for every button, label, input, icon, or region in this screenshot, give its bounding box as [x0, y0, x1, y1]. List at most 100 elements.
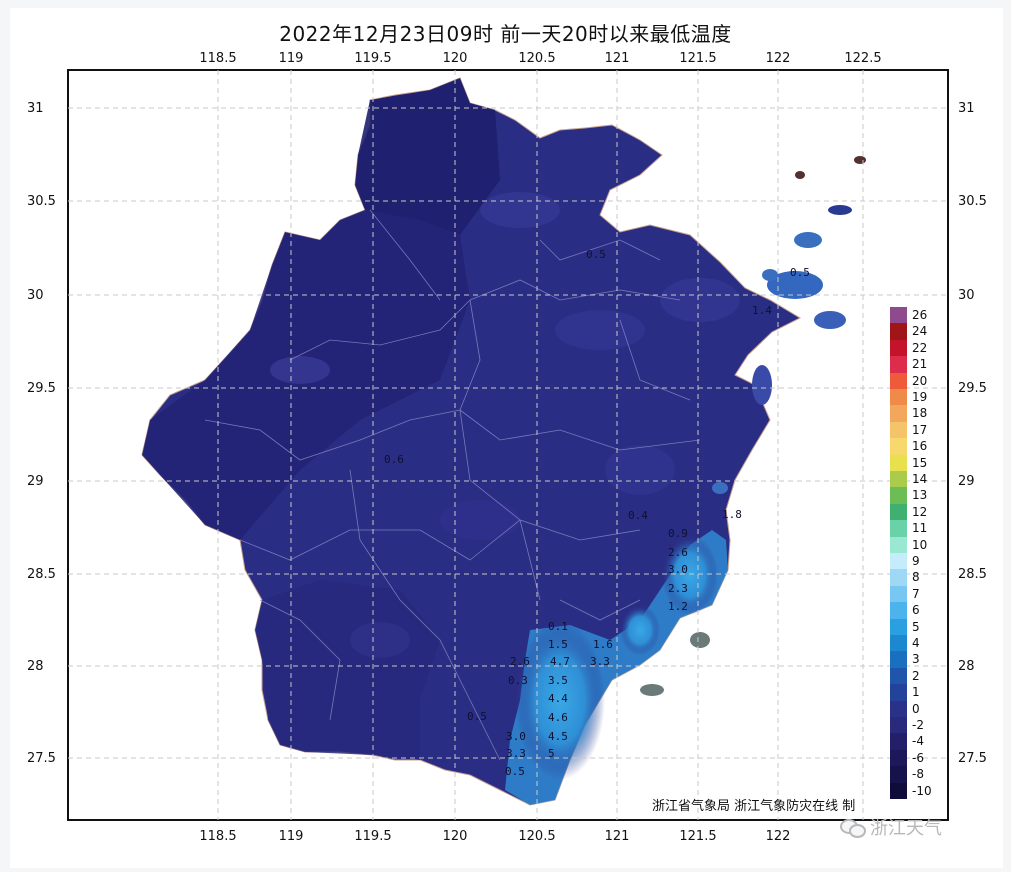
lat-tick-label: 29.5	[958, 381, 987, 396]
station-value: 0.3	[508, 674, 528, 687]
station-value: 2.6	[510, 655, 530, 668]
lat-tick-label: 30	[958, 288, 975, 303]
lon-tick-label: 121.5	[679, 51, 716, 66]
legend-label: 0	[912, 701, 920, 716]
lon-tick-label: 122	[766, 829, 791, 844]
lon-labels-bottom: 118.5 119 119.5 120 120.5 121 121.5 122	[199, 829, 790, 844]
lat-tick-label: 28	[27, 659, 44, 674]
legend-swatch	[890, 749, 907, 767]
lat-tick-label: 27.5	[27, 751, 56, 766]
lon-tick-label: 121.5	[679, 829, 716, 844]
legend-label: -10	[912, 783, 932, 798]
lat-tick-label: 27.5	[958, 751, 987, 766]
watermark: 浙江天气	[840, 814, 942, 840]
legend-swatch	[890, 667, 907, 685]
warm-spot	[662, 535, 718, 615]
legend-swatch	[890, 323, 907, 341]
legend-swatch	[890, 635, 907, 652]
station-value: 2.3	[668, 582, 688, 595]
legend-swatch	[890, 651, 907, 669]
lon-tick-label: 120	[443, 51, 468, 66]
cold-zone-north	[355, 78, 500, 235]
legend-swatch	[890, 438, 907, 456]
lat-tick-label: 29	[958, 474, 975, 489]
station-value: 0.6	[384, 453, 404, 466]
lon-tick-label: 120.5	[518, 51, 555, 66]
lat-tick-label: 28	[958, 659, 975, 674]
legend-swatch	[890, 569, 907, 587]
mottle-patch	[555, 310, 645, 350]
lon-tick-label: 119.5	[354, 51, 391, 66]
map-credit: 浙江省气象局 浙江气象防灾在线 制	[652, 799, 856, 814]
legend-label: 19	[912, 390, 928, 404]
station-value: 1.2	[668, 600, 688, 613]
mottle-patch	[660, 278, 740, 322]
station-value: 3.3	[506, 747, 526, 760]
warm-spot	[620, 605, 660, 655]
legend-label: 17	[912, 422, 928, 437]
lat-tick-label: 30.5	[27, 194, 56, 209]
legend-swatch	[890, 585, 907, 603]
station-values: 0.5 0.6 0.4 0.9 2.6 1.8 3.0 2.3 1.2 0.1 …	[384, 248, 810, 778]
station-value: 0.5	[467, 710, 487, 723]
legend-swatch	[890, 454, 907, 472]
station-value: 0.1	[548, 620, 568, 633]
legend-label: 5	[912, 619, 920, 634]
lon-tick-label: 118.5	[199, 829, 236, 844]
legend-label: -8	[912, 767, 924, 782]
lat-tick-label: 31	[27, 101, 44, 116]
station-value: 3.0	[668, 563, 688, 576]
legend-label: -4	[912, 734, 924, 749]
legend-swatch	[890, 536, 907, 554]
lat-tick-label: 31	[958, 101, 975, 116]
lon-tick-label: 121	[605, 51, 630, 66]
station-value: 1.4	[752, 304, 772, 317]
lon-tick-label: 119.5	[354, 829, 391, 844]
lon-tick-label: 120.5	[518, 829, 555, 844]
legend-label: 16	[912, 439, 928, 454]
lon-tick-label: 122.5	[844, 51, 881, 66]
legend-label: 7	[912, 586, 920, 601]
legend-label: 14	[912, 472, 928, 486]
map-title: 2022年12月23日09时 前一天20时以来最低温度	[279, 22, 732, 46]
legend-label: 18	[912, 406, 928, 421]
legend-swatch	[890, 405, 907, 423]
station-value: 4.7	[550, 655, 570, 668]
legend-label: 6	[912, 603, 920, 618]
legend-swatch	[890, 700, 907, 718]
mottle-patch	[605, 445, 675, 495]
station-value: 1.6	[593, 638, 613, 651]
lat-tick-label: 30.5	[958, 194, 987, 209]
lon-tick-label: 120	[443, 829, 468, 844]
lat-tick-label: 29	[27, 474, 44, 489]
lon-tick-label: 119	[279, 829, 304, 844]
station-value: 3.3	[590, 655, 610, 668]
legend-swatch	[890, 766, 907, 784]
legend-label: 21	[912, 357, 928, 372]
legend-label: 9	[912, 554, 920, 568]
watermark-text: 浙江天气	[870, 818, 942, 839]
mottle-patch	[270, 356, 330, 384]
station-value: 3.5	[548, 674, 568, 687]
station-value: 5	[548, 747, 555, 760]
legend-label: 22	[912, 340, 928, 355]
station-value: 2.6	[668, 546, 688, 559]
county-boundaries	[204, 209, 701, 761]
legend-swatch	[890, 602, 907, 620]
station-value: 1.8	[722, 508, 742, 521]
lat-tick-label: 29.5	[27, 381, 56, 396]
legend-label: 13	[912, 488, 928, 503]
legend-swatch	[890, 421, 907, 439]
cold-zone-south	[255, 580, 440, 760]
station-value: 0.4	[628, 509, 648, 522]
lon-tick-label: 122	[766, 51, 791, 66]
legend-swatch	[890, 684, 907, 702]
lat-labels-right: 31 30.5 30 29.5 29 28.5 28 27.5	[958, 101, 987, 766]
gridlines	[68, 70, 948, 820]
legend-swatch	[890, 717, 907, 734]
lon-tick-label: 118.5	[199, 51, 236, 66]
lat-labels-left: 31 30.5 30 29.5 29 28.5 28 27.5	[27, 101, 56, 766]
legend-swatch	[890, 372, 907, 390]
lat-tick-label: 28.5	[958, 567, 987, 582]
